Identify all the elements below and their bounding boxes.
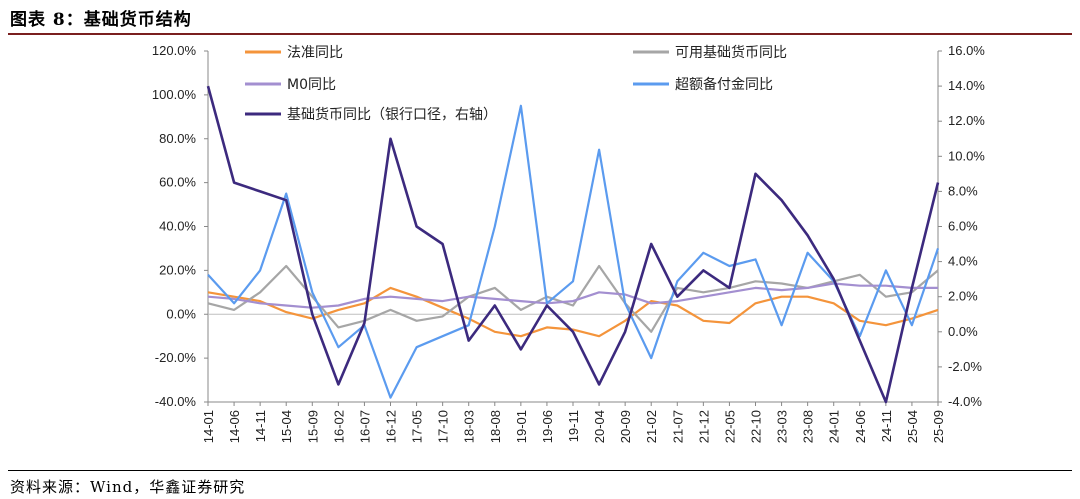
- x-tick-label: 17-05: [410, 410, 425, 443]
- legend-label: 超额备付金同比: [675, 76, 773, 93]
- x-tick-label: 25-04: [905, 410, 920, 443]
- x-tick-label: 24-11: [879, 410, 894, 442]
- left-tick-label: -20.0%: [155, 350, 197, 365]
- left-tick-label: 80.0%: [159, 131, 196, 146]
- legend-label: 法准同比: [287, 45, 343, 61]
- legend-label: 基础货币同比（银行口径，右轴）: [287, 106, 497, 123]
- x-tick-label: 16-12: [384, 410, 399, 443]
- x-tick-label: 24-01: [827, 410, 842, 443]
- right-tick-label: 8.0%: [948, 183, 978, 198]
- right-tick-label: 4.0%: [948, 254, 978, 269]
- series-line-4: [207, 104, 940, 399]
- x-tick-label: 16-07: [357, 410, 372, 443]
- x-tick-label: 25-09: [931, 410, 946, 443]
- left-tick-label: -40.0%: [155, 394, 197, 409]
- x-tick-label: 21-12: [696, 410, 711, 443]
- x-tick-label: 19-01: [514, 410, 529, 443]
- right-tick-label: -4.0%: [948, 394, 982, 409]
- legend-label: 可用基础货币同比: [675, 44, 787, 61]
- right-tick-label: -2.0%: [948, 359, 982, 374]
- x-tick-label: 19-11: [566, 410, 581, 442]
- x-tick-label: 21-02: [644, 410, 659, 443]
- left-tick-label: 20.0%: [159, 262, 196, 277]
- right-tick-label: 16.0%: [948, 43, 985, 58]
- right-tick-label: 0.0%: [948, 324, 978, 339]
- x-tick-label: 19-06: [540, 410, 555, 443]
- x-tick-label: 14-01: [201, 410, 216, 443]
- right-tick-label: 14.0%: [948, 78, 985, 93]
- x-tick-label: 20-09: [618, 410, 633, 443]
- footer-divider: [8, 470, 1072, 471]
- x-tick-label: 15-04: [279, 410, 294, 443]
- x-tick-label: 14-06: [227, 410, 242, 443]
- title-divider: [8, 33, 1072, 35]
- x-tick-label: 23-03: [775, 410, 790, 443]
- x-tick-label: 24-06: [853, 410, 868, 443]
- right-tick-label: 6.0%: [948, 219, 978, 234]
- right-tick-label: 10.0%: [948, 148, 985, 163]
- x-tick-label: 22-05: [722, 410, 737, 443]
- x-tick-label: 20-04: [592, 410, 607, 443]
- left-tick-label: 0.0%: [166, 306, 196, 321]
- x-tick-label: 23-08: [801, 410, 816, 443]
- left-tick-label: 120.0%: [152, 43, 197, 58]
- x-tick-label: 18-03: [462, 410, 477, 443]
- x-tick-label: 21-07: [670, 410, 685, 443]
- left-tick-label: 100.0%: [152, 87, 197, 102]
- x-tick-label: 22-10: [749, 410, 764, 443]
- left-tick-label: 40.0%: [159, 219, 196, 234]
- series-line-5: [206, 85, 940, 404]
- x-tick-label: 17-10: [436, 410, 451, 443]
- source-note: 资料来源：Wind，华鑫证券研究: [10, 478, 246, 496]
- chart-title: 图表 8：基础货币结构: [10, 10, 192, 30]
- x-tick-label: 16-02: [331, 410, 346, 443]
- x-tick-label: 15-09: [305, 410, 320, 443]
- x-tick-label: 18-08: [488, 410, 503, 443]
- legend-label: M0同比: [287, 77, 336, 93]
- right-tick-label: 2.0%: [948, 289, 978, 304]
- left-tick-label: 60.0%: [159, 175, 196, 190]
- right-tick-label: 12.0%: [948, 113, 985, 128]
- chart-canvas: -40.0% -20.0% 0.0% 20.0% 40.0% 60.0% 80.0% 100.…: [152, 43, 985, 443]
- x-tick-label: 14-11: [253, 410, 268, 442]
